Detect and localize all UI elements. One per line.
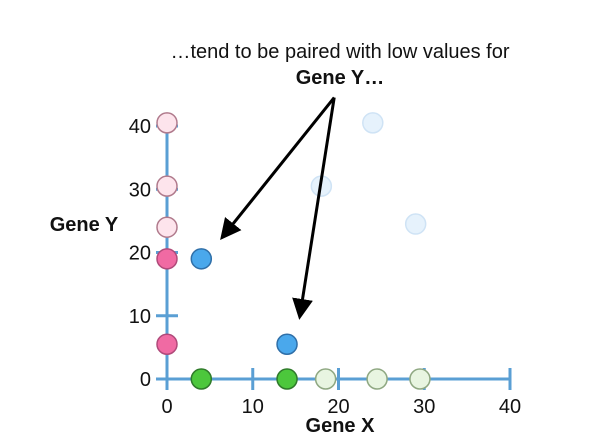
y-tick-label: 10	[129, 306, 151, 328]
y-tick-label: 30	[129, 179, 151, 201]
x-tick-label: 40	[499, 396, 521, 418]
annotation-line-2: Gene Y…	[295, 67, 385, 89]
annotation-arrow	[292, 97, 336, 320]
y-axis-label: Gene Y	[50, 214, 119, 236]
y-projection-point	[156, 333, 178, 355]
arrows-group	[220, 96, 336, 320]
x-tick-label: 30	[413, 396, 435, 418]
x-projection-point	[366, 368, 388, 390]
y-projection-point	[156, 112, 178, 134]
x-tick-label: 20	[327, 396, 349, 418]
y-projection-point	[156, 248, 178, 270]
x-tick-label: 0	[161, 396, 172, 418]
x-projection-point	[276, 368, 298, 390]
y-tick-label: 20	[129, 243, 151, 265]
points-group	[156, 112, 431, 390]
y-tick-label: 40	[129, 116, 151, 138]
data-point	[190, 248, 213, 270]
x-projection-point	[314, 368, 337, 390]
x-axis-label: Gene X	[306, 415, 376, 437]
x-projection-point	[409, 368, 431, 390]
y-projection-point	[156, 216, 178, 238]
x-projection-point	[190, 368, 213, 390]
annotation-arrow	[220, 96, 336, 240]
x-tick-label: 10	[242, 396, 264, 418]
data-point	[404, 213, 427, 235]
data-point	[362, 112, 384, 134]
data-point	[276, 333, 298, 355]
annotation-line-1: …tend to be paired with low values for	[170, 41, 510, 63]
y-projection-point	[156, 175, 178, 197]
y-tick-label: 0	[140, 369, 151, 391]
